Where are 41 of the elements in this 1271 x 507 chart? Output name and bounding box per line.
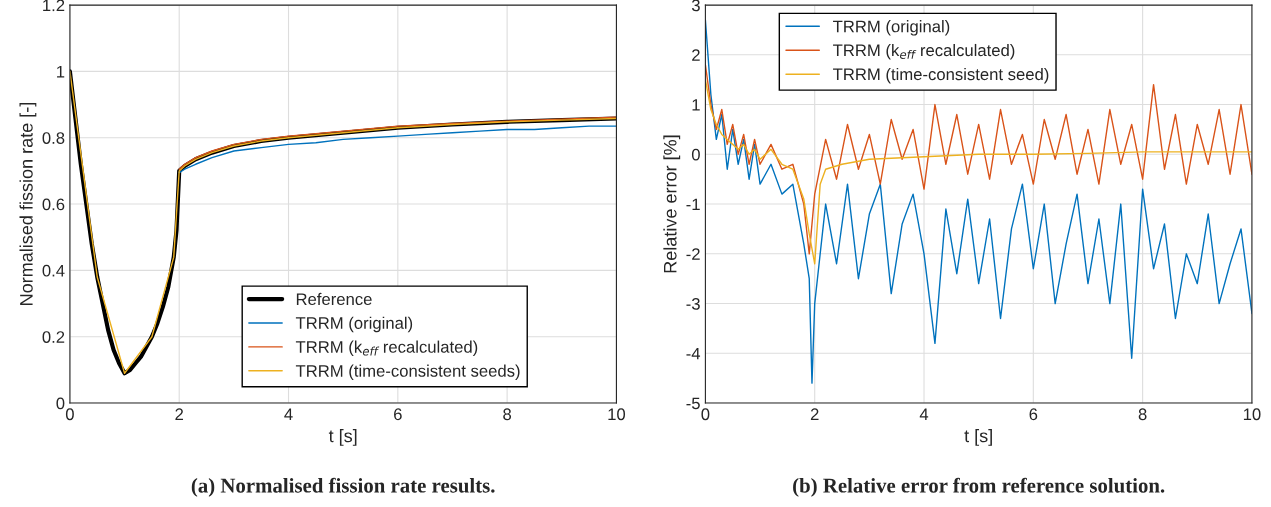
y-axis-title: Relative error [%]	[663, 135, 681, 273]
legend-label: TRRM (original)	[295, 316, 413, 333]
legend-label: TRRM (k$_{eff}$ recalculated)	[295, 340, 478, 357]
legend-label: TRRM (k$_{eff}$ recalculated)	[833, 43, 1015, 60]
y-tick-label: 3	[691, 0, 700, 12]
y-tick-label: 0.4	[42, 264, 65, 277]
x-tick-label: 6	[1029, 408, 1038, 421]
y-tick-label: 0	[691, 148, 700, 161]
y-tick-label: 0.6	[42, 198, 65, 211]
x-tick-label: 10	[1243, 408, 1261, 421]
legend-label: Reference	[296, 292, 372, 306]
y-tick-label: 2	[692, 49, 700, 61]
y-tick-label: 0	[56, 397, 65, 410]
x-tick-label: 2	[810, 408, 819, 420]
y-tick-label: 1.2	[43, 0, 65, 12]
text: (b) Relative error from reference solution.	[793, 477, 1165, 497]
legend-label: TRRM (time-consistent seeds)	[295, 364, 520, 381]
x-tick-label: 8	[503, 408, 512, 421]
x-tick-label: 0	[65, 408, 74, 421]
y-tick-label: -4	[686, 347, 701, 360]
y-tick-label: -1	[686, 198, 700, 211]
y-tick-label: -3	[686, 297, 700, 310]
x-tick-label: 2	[175, 408, 184, 420]
x-tick-label: 4	[284, 408, 293, 420]
x-tick-label: 4	[919, 408, 929, 420]
x-tick-label: 8	[1138, 408, 1147, 421]
text: (a) Normalised fission rate results.	[191, 477, 495, 497]
legend-label: TRRM (time-consistent seed)	[833, 67, 1049, 84]
x-tick-label: 10	[608, 408, 626, 421]
y-tick-label: 1	[57, 65, 65, 78]
x-tick-label: 0	[701, 408, 710, 421]
y-tick-label: -5	[686, 397, 700, 410]
y-tick-label: 0.8	[42, 132, 65, 144]
y-axis-title: Normalised fission rate [-]	[19, 103, 37, 305]
legend-label: TRRM (original)	[833, 20, 950, 36]
y-tick-label: -2	[686, 248, 700, 260]
x-axis-title: t [s]	[964, 429, 992, 446]
x-axis-title: t [s]	[328, 429, 357, 446]
y-tick-label: 0.2	[42, 331, 65, 343]
x-tick-label: 6	[394, 408, 402, 421]
y-tick-label: 1	[692, 99, 700, 111]
